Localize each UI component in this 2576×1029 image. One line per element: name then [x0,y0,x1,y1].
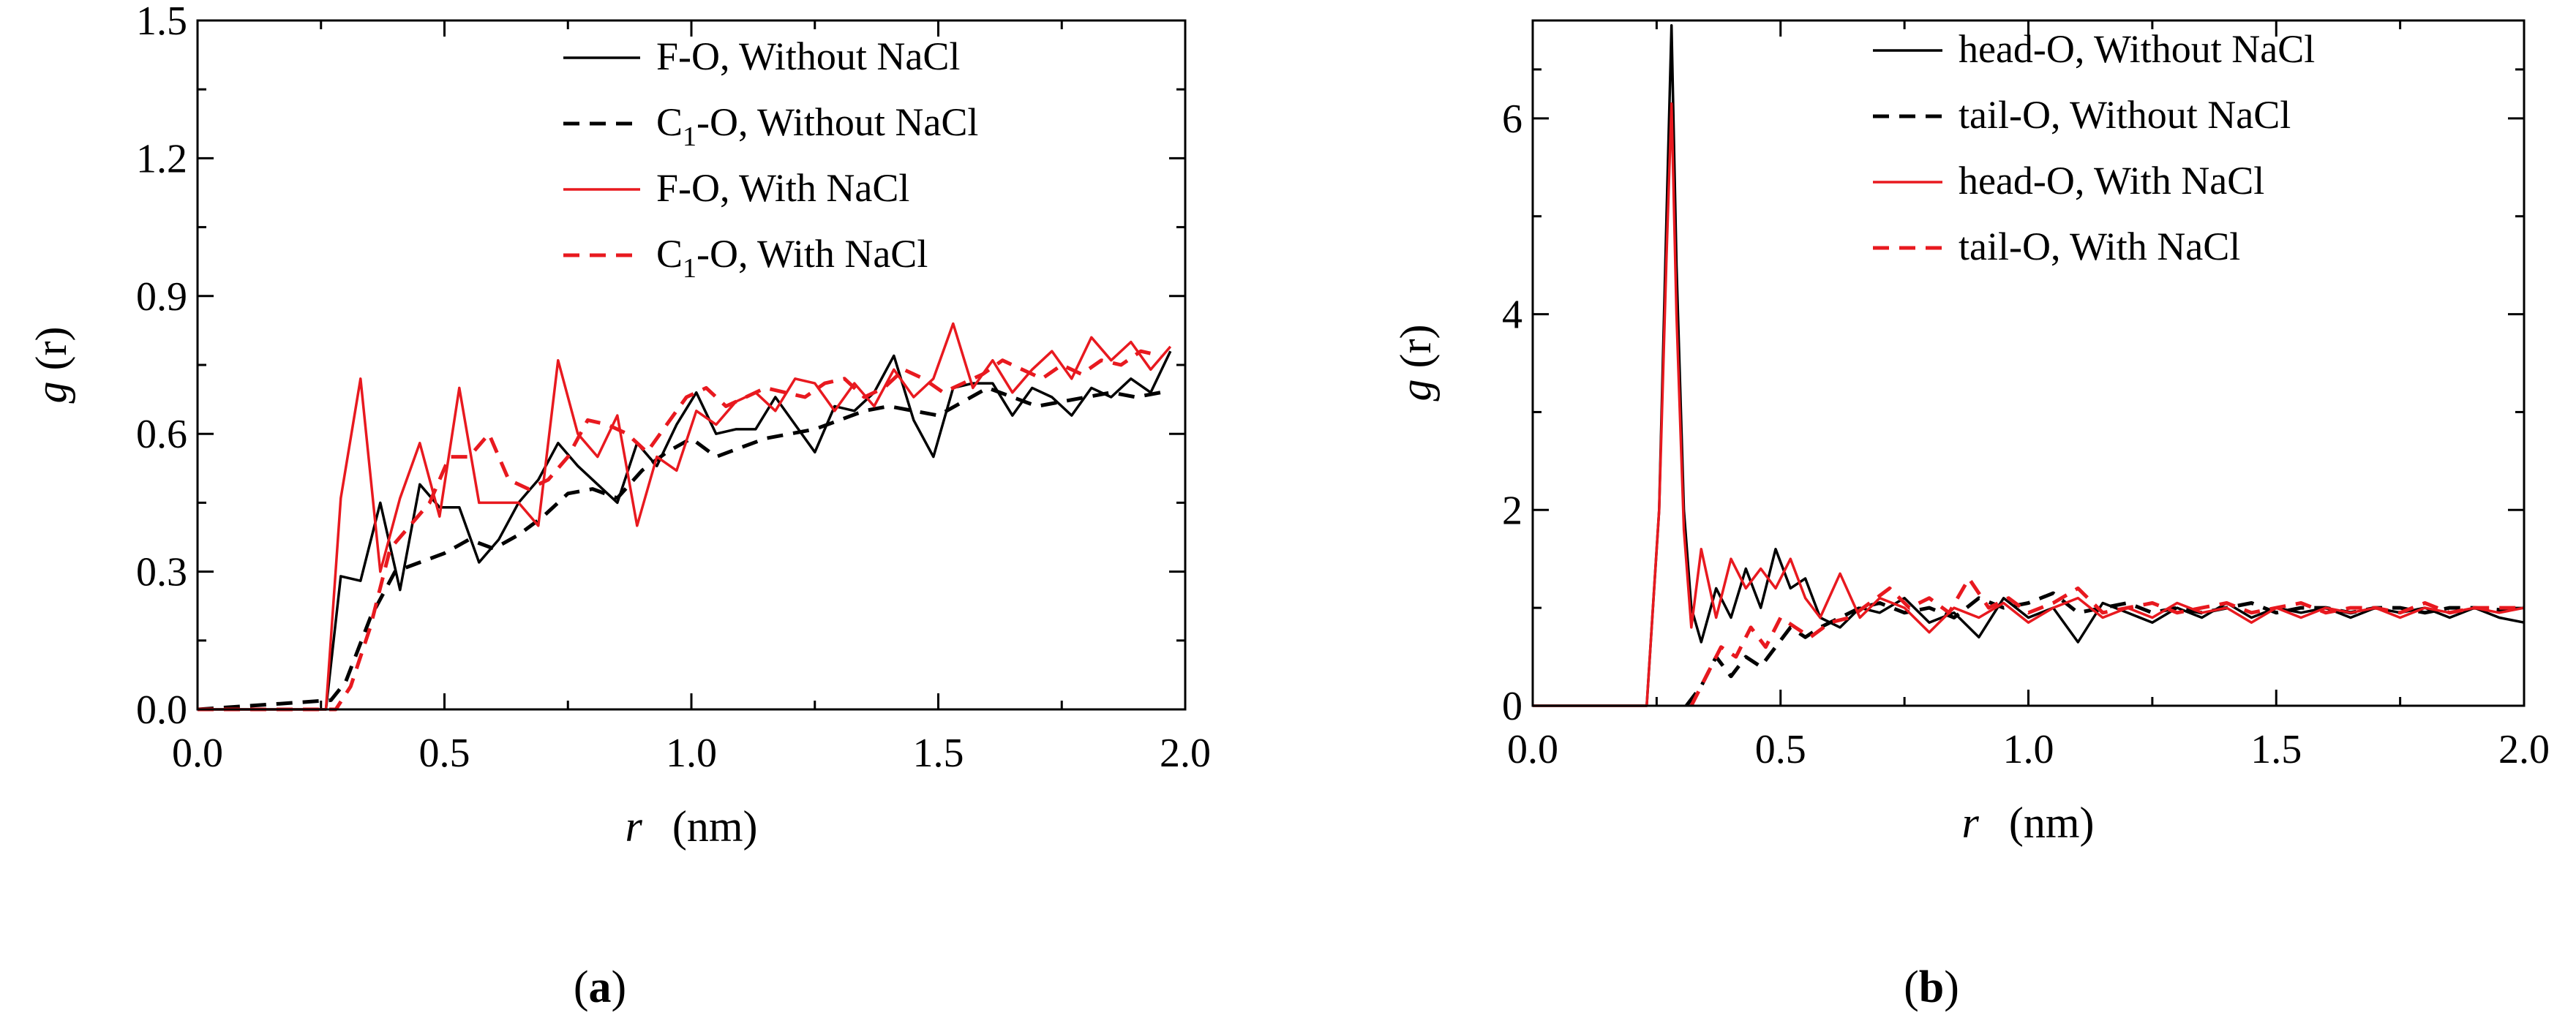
panel-a-legend-label-4: C1-O, With NaCl [656,232,928,284]
panel-a-y-axis-title: g (r) [27,327,75,404]
panel-a-legend-label-1: F-O, Without NaCl [656,34,960,78]
panel-b-x-axis-unit: (nm) [2009,799,2095,847]
panel-a-x-axis-title: r (nm) [626,802,758,851]
panel-a-series-line-1 [198,350,1172,711]
panel-b-x-tick-label: 1.5 [2250,727,2302,772]
panel-a-x-tick-label: 1.0 [666,731,717,776]
panel-b: 0.0 0.5 1.0 1.5 2.0 0 2 4 6 head-O, Without NaCl… [1392,19,2550,1012]
panel-a-y-tick-label: 1.2 [136,136,187,181]
panel-b-legend-label-2: tail-O, Without NaCl [1959,93,2291,137]
panel-b-series-line-4 [1689,576,2524,707]
panel-a-x-axis-unit: (nm) [672,802,758,851]
panel-b-y-tick-label: 2 [1502,488,1522,533]
panel-a-series-line-3 [198,322,1172,711]
panel-b-x-axis-var: r [1962,799,1980,847]
panel-a-legend: F-O, Without NaCl C1-O, Without NaCl F-O, … [563,34,978,284]
panel-b-series-line-3 [1533,102,2525,707]
panel-b-legend-label-3: head-O, With NaCl [1959,159,2264,203]
panel-a: 0.0 0.5 1.0 1.5 2.0 0.0 0.3 0.6 0.9 1.2 1.5 F-O, W… [27,0,1211,1012]
panel-a-y-axis-arg: (r) [27,327,75,371]
panel-a-series-group [197,322,1172,712]
panel-a-series-line-2 [197,385,1161,712]
panel-b-legend-label-1: head-O, Without NaCl [1959,27,2315,71]
panel-b-x-axis-title: r (nm) [1962,799,2095,847]
panel-a-x-tick-label: 1.5 [913,731,964,776]
panel-a-caption: (a) [574,962,626,1012]
panel-b-y-axis-title: g (r) [1392,325,1440,402]
panel-a-x-tick-label: 0.0 [172,731,223,776]
panel-b-legend-label-4: tail-O, With NaCl [1959,225,2240,268]
panel-b-caption-letter: b [1919,962,1944,1012]
panel-a-y-tick-label: 1.5 [136,0,187,44]
panel-a-y-tick-label: 0.9 [136,274,187,320]
panel-a-y-tick-label: 0.6 [136,412,187,457]
panel-b-y-tick-label: 6 [1502,97,1522,142]
panel-b-series-line-1 [1533,23,2525,707]
panel-a-y-tick-label: 0.0 [136,687,187,733]
panel-b-series-line-2 [1685,591,2525,707]
panel-b-x-tick-label: 1.0 [2003,727,2054,772]
panel-b-legend: head-O, Without NaCl tail-O, Without NaCl… [1873,27,2315,268]
panel-a-x-tick-label: 2.0 [1160,731,1211,776]
panel-a-tick-labels: 0.0 0.5 1.0 1.5 2.0 0.0 0.3 0.6 0.9 1.2 1.5 [136,0,1211,776]
panel-a-legend-label-2: C1-O, Without NaCl [656,100,978,152]
panel-b-y-axis-var: g [1392,379,1440,401]
panel-b-y-tick-label: 0 [1502,684,1522,729]
panel-a-plot-frame [196,19,1187,711]
panel-b-plot-frame [1531,19,2526,707]
panel-b-x-tick-label: 0.5 [1755,727,1806,772]
panel-a-x-axis-var: r [626,802,643,851]
panel-a-x-tick-label: 0.5 [419,731,470,776]
panel-b-tick-labels: 0.0 0.5 1.0 1.5 2.0 0 2 4 6 [1502,97,2550,772]
panel-b-x-tick-label: 2.0 [2498,727,2550,772]
panel-a-y-tick-label: 0.3 [136,550,187,595]
panel-b-y-axis-arg: (r) [1392,325,1440,369]
panel-a-series-line-4 [198,349,1161,712]
panel-b-x-tick-label: 0.0 [1507,727,1558,772]
panel-b-caption: (b) [1904,962,1959,1012]
panel-b-series-group [1533,23,2525,707]
panel-a-caption-letter: a [589,962,612,1012]
panel-a-legend-label-3: F-O, With NaCl [656,166,909,210]
panel-b-y-tick-label: 4 [1502,293,1522,338]
panel-a-y-axis-var: g [27,381,75,403]
